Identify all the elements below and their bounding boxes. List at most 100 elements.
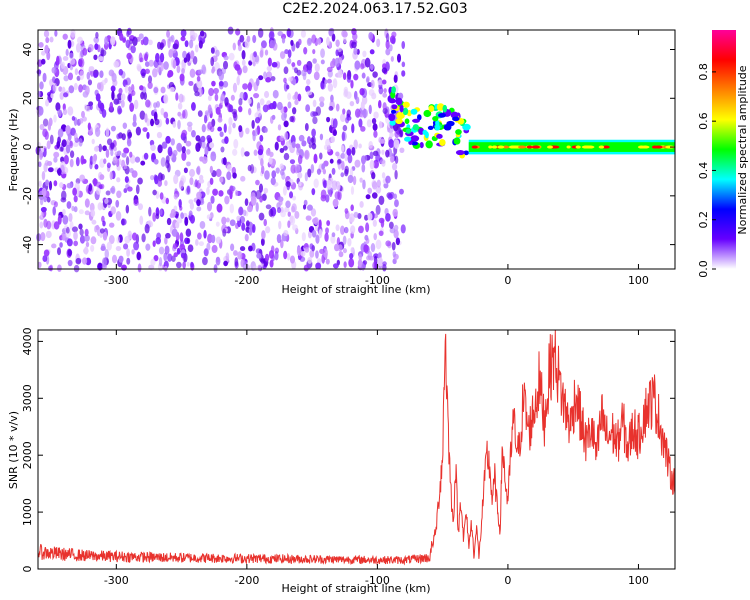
spectrogram-noise-cell xyxy=(282,185,287,196)
spectrogram-noise-cell xyxy=(230,243,235,252)
spectrogram-noise-cell xyxy=(232,172,237,179)
spectrogram-noise-cell xyxy=(254,116,261,124)
spectrogram-noise-cell xyxy=(53,180,58,187)
spectrogram-noise-cell xyxy=(373,159,379,169)
spectrogram-noise-cell xyxy=(112,79,118,87)
spectrogram-noise-cell xyxy=(185,140,192,147)
spectrogram-noise-cell xyxy=(131,249,135,255)
spectrogram-noise-cell xyxy=(160,173,165,181)
spectrogram-noise-cell xyxy=(209,165,214,174)
spectrogram-noise-cell xyxy=(240,175,246,182)
spectrogram-noise-cell xyxy=(248,245,253,252)
spectrogram-noise-cell xyxy=(378,100,382,109)
spectrogram-noise-cell xyxy=(283,250,288,260)
spectrogram-noise-cell xyxy=(335,39,340,47)
spectrogram-noise-cell xyxy=(78,137,83,147)
spectrogram-noise-cell xyxy=(259,49,264,58)
spectrogram-noise-cell xyxy=(78,223,83,230)
spectrogram-noise-cell xyxy=(365,77,370,83)
spectrogram-noise-cell xyxy=(291,141,296,149)
spectrogram-noise-cell xyxy=(378,120,383,129)
spectrogram-noise-cell xyxy=(39,123,45,131)
spectrogram-noise-cell xyxy=(268,31,275,40)
spectrogram-noise-cell xyxy=(49,36,54,43)
spectrogram-noise-cell xyxy=(385,32,390,43)
spectrogram-noise-cell xyxy=(306,204,313,211)
spectrogram-noise-cell xyxy=(286,28,292,38)
spectrogram-noise-cell xyxy=(343,261,347,268)
spectrogram-noise-cell xyxy=(389,227,396,234)
spectrogram-noise-cell xyxy=(222,80,229,88)
spectrogram-noise-cell xyxy=(291,203,297,213)
spectrogram-noise-cell xyxy=(225,252,230,261)
spectrogram-noise-cell xyxy=(238,125,243,133)
spectrogram-noise-cell xyxy=(100,243,106,251)
spectrogram-noise-cell xyxy=(167,253,173,262)
spectrogram-noise-cell xyxy=(173,174,179,185)
spectrogram-noise-cell xyxy=(350,247,354,254)
spectrogram-noise-cell xyxy=(287,220,291,229)
spectrogram-noise-cell xyxy=(109,101,114,112)
spectrogram-noise-cell xyxy=(326,36,330,46)
spectrogram-noise-cell xyxy=(238,98,243,106)
spectrogram-noise-cell xyxy=(343,226,349,234)
spectrogram-noise-cell xyxy=(353,73,359,81)
spectrogram-noise-cell xyxy=(71,115,76,121)
spectrogram-noise-cell xyxy=(45,230,52,239)
spectrogram-noise-cell xyxy=(362,50,367,58)
spectrogram-noise-cell xyxy=(339,113,346,123)
spectrogram-noise-cell xyxy=(218,80,224,87)
spectrogram-noise-cell xyxy=(362,179,366,190)
spectrogram-noise-cell xyxy=(289,255,296,264)
spectrogram-noise-cell xyxy=(183,57,188,63)
spectrogram-noise-cell xyxy=(256,252,262,259)
spectrogram-noise-cell xyxy=(99,70,104,79)
spectrogram-noise-cell xyxy=(125,156,130,166)
spectrogram-noise-cell xyxy=(401,40,406,50)
spectrogram-noise-cell xyxy=(78,84,83,93)
spectrogram-noise-cell xyxy=(173,193,178,200)
spectrogram-noise-cell xyxy=(206,135,212,141)
spectrogram-noise-cell xyxy=(165,155,170,164)
snr-panel: -300 -200 -100 0 100 0 1000 2000 3000 4000 Heigh… xyxy=(7,327,676,595)
spectrogram-noise-cell xyxy=(135,126,142,136)
spectrogram-noise-cell xyxy=(156,131,163,139)
spectrogram-noise-cell xyxy=(236,215,241,221)
spectrogram-noise-cell xyxy=(176,142,183,152)
spectrogram-noise-cell xyxy=(38,180,42,188)
spectrogram-noise-cell xyxy=(304,149,310,160)
spectrogram-noise-cell xyxy=(250,195,257,206)
spectrogram-noise-cell xyxy=(40,206,47,213)
spectrogram-noise-cell xyxy=(207,121,213,130)
spectrogram-noise-cell xyxy=(342,248,347,254)
spectrogram-noise-cell xyxy=(141,72,146,79)
signal-peak-cell xyxy=(497,145,505,149)
spectrogram-noise-cell xyxy=(367,212,373,221)
spectrogram-noise-cell xyxy=(207,233,213,244)
spectrogram-noise-cell xyxy=(280,239,284,249)
spectrogram-noise-cell xyxy=(360,63,365,70)
spectrogram-noise-cell xyxy=(116,236,120,244)
spectrogram-noise-cell xyxy=(258,183,264,193)
spectrogram-noise-cell xyxy=(247,82,253,92)
spectrogram-noise-cell xyxy=(116,177,121,183)
spectrogram-noise-cell xyxy=(104,249,110,259)
spectrogram-noise-cell xyxy=(239,215,246,224)
spectrogram-noise-cell xyxy=(294,91,299,100)
spectrogram-noise-cell xyxy=(349,213,355,223)
spectrogram-transition-cell xyxy=(443,123,452,131)
signal-peak-cell xyxy=(526,145,533,149)
spectrogram-noise-cell xyxy=(241,50,246,60)
spectrogram-noise-cell xyxy=(83,104,88,111)
spectrogram-noise-cell xyxy=(201,156,208,164)
spectrogram-noise-cell xyxy=(181,151,187,162)
spectrogram-noise-cell xyxy=(313,153,318,164)
spectrogram-noise-cell xyxy=(332,129,338,137)
spectrogram-noise-cell xyxy=(79,70,85,81)
spectrogram-noise-cell xyxy=(390,55,394,62)
spectrogram-noise-cell xyxy=(133,99,139,110)
spectrogram-noise-cell xyxy=(91,219,97,225)
spectrogram-noise-cell xyxy=(217,117,223,123)
spectrogram-noise-cell xyxy=(347,174,354,184)
spectrogram-noise-cell xyxy=(326,116,331,123)
